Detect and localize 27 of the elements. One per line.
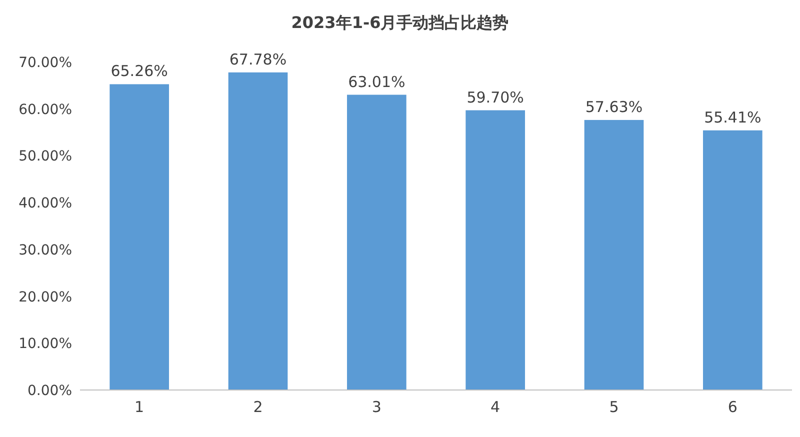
bar [703,130,762,390]
y-tick-label: 10.00% [18,336,72,352]
data-label: 65.26% [110,62,168,80]
data-label: 63.01% [348,72,406,91]
data-label: 55.41% [704,108,762,126]
y-tick-label: 20.00% [18,289,72,306]
bar [228,72,288,390]
bar [584,120,644,390]
bar [110,84,169,390]
y-tick-label: 30.00% [18,242,72,258]
y-tick-label: 70.00% [18,55,72,71]
data-label: 59.70% [466,88,524,106]
x-tick-label: 6 [728,398,738,416]
y-tick-label: 50.00% [18,148,72,165]
x-tick-label: 5 [609,398,619,416]
chart-title: 2023年1-6月手动挡占比趋势 [291,13,509,32]
y-tick-label: 40.00% [18,196,72,212]
y-tick-label: 60.00% [18,102,72,118]
bar [347,94,406,390]
x-tick-label: 3 [372,398,382,416]
x-tick-label: 4 [490,398,500,416]
data-label: 57.63% [585,98,643,116]
y-tick-label: 0.00% [28,383,72,399]
x-tick-label: 2 [253,398,263,416]
x-tick-label: 1 [134,398,144,416]
bar [466,110,525,390]
data-label: 67.78% [229,50,287,68]
